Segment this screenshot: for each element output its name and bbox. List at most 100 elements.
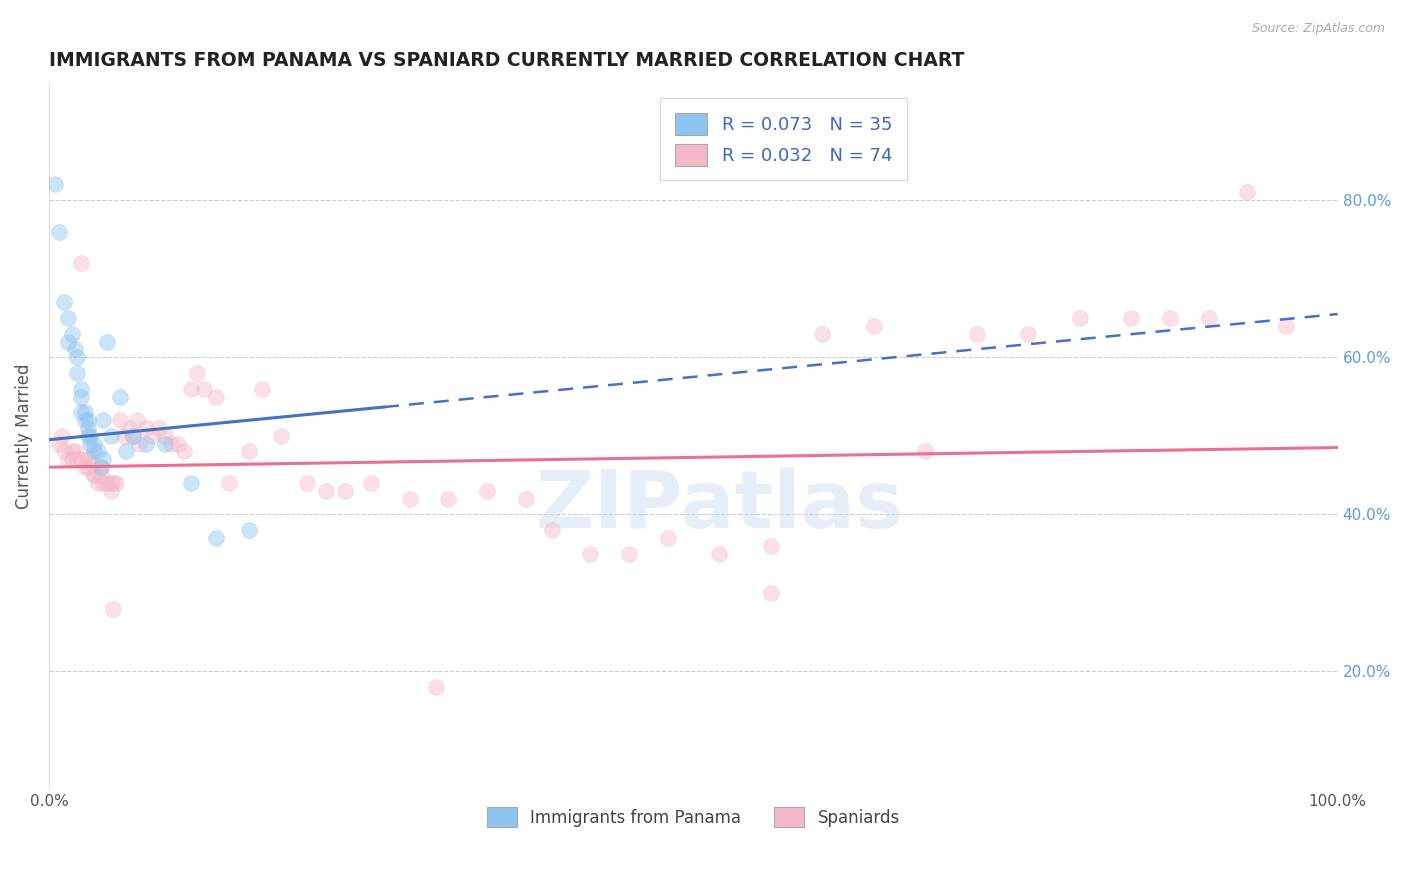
Point	[205, 531, 228, 545]
Legend: Immigrants from Panama, Spaniards: Immigrants from Panama, Spaniards	[479, 800, 907, 834]
Point	[125, 413, 148, 427]
Point	[91, 452, 114, 467]
Point	[914, 444, 936, 458]
Point	[60, 444, 83, 458]
Point	[100, 483, 122, 498]
Point	[1236, 186, 1258, 200]
Point	[437, 491, 460, 506]
Point	[295, 475, 318, 490]
Point	[1198, 310, 1220, 325]
Point	[398, 491, 420, 506]
Point	[89, 468, 111, 483]
Point	[118, 421, 141, 435]
Point	[76, 421, 98, 435]
Point	[173, 444, 195, 458]
Point	[121, 429, 143, 443]
Point	[91, 475, 114, 490]
Point	[91, 413, 114, 427]
Point	[70, 452, 93, 467]
Point	[135, 436, 157, 450]
Point	[63, 444, 86, 458]
Point	[515, 491, 537, 506]
Point	[83, 444, 105, 458]
Point	[70, 405, 93, 419]
Point	[76, 429, 98, 443]
Point	[83, 468, 105, 483]
Point	[96, 475, 118, 490]
Point	[70, 390, 93, 404]
Point	[60, 452, 83, 467]
Point	[148, 421, 170, 435]
Point	[70, 256, 93, 270]
Point	[153, 429, 176, 443]
Point	[540, 523, 562, 537]
Point	[87, 475, 110, 490]
Point	[66, 366, 89, 380]
Text: IMMIGRANTS FROM PANAMA VS SPANIARD CURRENTLY MARRIED CORRELATION CHART: IMMIGRANTS FROM PANAMA VS SPANIARD CURRE…	[49, 51, 965, 70]
Point	[79, 452, 101, 467]
Point	[1017, 326, 1039, 341]
Point	[83, 468, 105, 483]
Point	[579, 547, 602, 561]
Point	[475, 483, 498, 498]
Point	[76, 452, 98, 467]
Point	[51, 429, 73, 443]
Point	[360, 475, 382, 490]
Point	[153, 436, 176, 450]
Point	[270, 429, 292, 443]
Text: Source: ZipAtlas.com: Source: ZipAtlas.com	[1251, 22, 1385, 36]
Point	[70, 382, 93, 396]
Point	[53, 295, 76, 310]
Point	[83, 436, 105, 450]
Point	[115, 444, 138, 458]
Point	[135, 421, 157, 435]
Point	[759, 586, 782, 600]
Point	[79, 429, 101, 443]
Point	[121, 429, 143, 443]
Point	[89, 460, 111, 475]
Point	[76, 460, 98, 475]
Point	[58, 310, 80, 325]
Point	[657, 531, 679, 545]
Point	[966, 326, 988, 341]
Point	[128, 436, 150, 450]
Point	[862, 318, 884, 333]
Point	[73, 413, 96, 427]
Point	[48, 225, 70, 239]
Point	[103, 601, 125, 615]
Y-axis label: Currently Married: Currently Married	[15, 363, 32, 508]
Point	[53, 444, 76, 458]
Point	[48, 436, 70, 450]
Point	[66, 350, 89, 364]
Point	[425, 680, 447, 694]
Point	[335, 483, 357, 498]
Point	[238, 444, 260, 458]
Point	[73, 460, 96, 475]
Point	[58, 452, 80, 467]
Point	[44, 178, 66, 192]
Point	[103, 475, 125, 490]
Point	[87, 444, 110, 458]
Point	[1121, 310, 1143, 325]
Point	[66, 452, 89, 467]
Point	[108, 390, 131, 404]
Point	[759, 539, 782, 553]
Point	[193, 382, 215, 396]
Point	[79, 436, 101, 450]
Point	[160, 436, 183, 450]
Point	[617, 547, 640, 561]
Point	[141, 429, 163, 443]
Point	[205, 390, 228, 404]
Point	[180, 475, 202, 490]
Point	[238, 523, 260, 537]
Point	[1069, 310, 1091, 325]
Point	[315, 483, 337, 498]
Point	[112, 429, 135, 443]
Point	[100, 475, 122, 490]
Point	[60, 326, 83, 341]
Point	[1159, 310, 1181, 325]
Point	[1275, 318, 1298, 333]
Point	[250, 382, 273, 396]
Point	[63, 343, 86, 357]
Point	[180, 382, 202, 396]
